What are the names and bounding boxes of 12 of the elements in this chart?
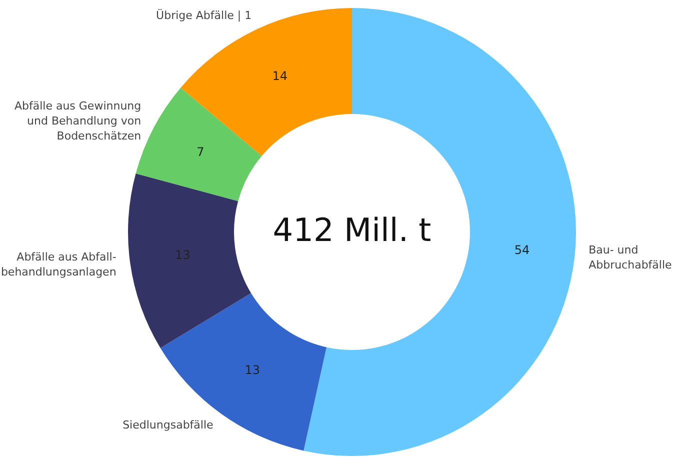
donut-slice bbox=[128, 173, 252, 348]
slice-label: Siedlungsabfälle bbox=[122, 418, 214, 432]
text: 412 Mill. t bbox=[272, 210, 432, 249]
data-label: 14 bbox=[272, 69, 288, 84]
slice-label: Abfälle aus Abfall- behandlungsanlagen bbox=[0, 250, 116, 279]
data-label: 54 bbox=[514, 242, 530, 257]
data-label: 13 bbox=[244, 363, 260, 378]
data-label: 7 bbox=[196, 144, 204, 159]
data-label: 13 bbox=[175, 248, 190, 262]
slice-label: Bau- und Abbruchabfälle bbox=[588, 243, 672, 272]
slice-label: Abfälle aus Gewinnung und Behandlung von Bodenschätzen bbox=[14, 100, 142, 143]
slice-label: Übrige Abfälle | 1 bbox=[156, 8, 252, 22]
